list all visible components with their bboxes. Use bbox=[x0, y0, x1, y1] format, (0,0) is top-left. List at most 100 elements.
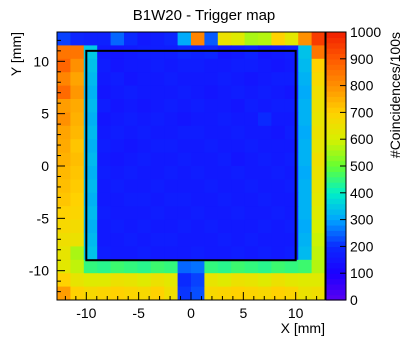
heatmap-cell bbox=[110, 179, 125, 194]
z-tick-label: 800 bbox=[350, 78, 374, 94]
heatmap-cell bbox=[124, 45, 138, 60]
heatmap-cell bbox=[231, 246, 246, 261]
heatmap-cell bbox=[231, 32, 246, 46]
heatmap-cell bbox=[137, 273, 152, 288]
heatmap-cell bbox=[258, 58, 272, 73]
heatmap-cell bbox=[57, 246, 71, 261]
heatmap-cell bbox=[70, 273, 85, 288]
heatmap-cell bbox=[164, 45, 179, 60]
heatmap-cell bbox=[137, 219, 152, 234]
heatmap-cell bbox=[124, 259, 138, 274]
heatmap-cell bbox=[124, 166, 138, 180]
color-scale-step bbox=[326, 198, 346, 205]
heatmap-cell bbox=[177, 166, 192, 180]
heatmap-cell bbox=[298, 246, 313, 261]
heatmap-cell bbox=[311, 166, 326, 180]
heatmap-cell bbox=[70, 99, 85, 113]
x-axis: -10 -5 0 5 10 bbox=[64, 292, 318, 321]
heatmap-cell bbox=[311, 152, 326, 167]
heatmap-cell bbox=[57, 259, 71, 274]
heatmap-cell bbox=[70, 32, 85, 46]
color-scale-step bbox=[326, 203, 346, 210]
heatmap-cell bbox=[204, 286, 219, 301]
heatmap-cell bbox=[298, 192, 313, 207]
heatmap-cell bbox=[258, 206, 272, 221]
heatmap-cell bbox=[97, 206, 112, 221]
heatmap-cell bbox=[110, 233, 125, 247]
heatmap-cell bbox=[298, 166, 313, 180]
color-scale-step bbox=[326, 53, 346, 60]
heatmap-cell bbox=[97, 112, 112, 127]
color-scale-step bbox=[326, 149, 346, 156]
heatmap-cell bbox=[150, 233, 165, 247]
y-axis-label: Y [mm] bbox=[8, 32, 24, 76]
heatmap-cell bbox=[271, 259, 286, 274]
heatmap-cell bbox=[110, 219, 125, 234]
heatmap-cell bbox=[191, 139, 205, 154]
heatmap-cell bbox=[284, 259, 299, 274]
color-scale-step bbox=[326, 128, 346, 135]
heatmap-cell bbox=[217, 112, 232, 127]
color-scale-step bbox=[326, 90, 346, 97]
heatmap-cell bbox=[244, 273, 259, 288]
heatmap-cell bbox=[258, 32, 272, 46]
heatmap-cell bbox=[150, 192, 165, 207]
heatmap-cell bbox=[271, 192, 286, 207]
heatmap-cell bbox=[70, 45, 85, 60]
heatmap-cell bbox=[70, 139, 85, 154]
heatmap-cell bbox=[191, 206, 205, 221]
heatmap-cell bbox=[124, 246, 138, 261]
heatmap-cell bbox=[191, 219, 205, 234]
heatmap-cell bbox=[164, 219, 179, 234]
heatmap-cell bbox=[57, 125, 71, 140]
color-scale-step bbox=[326, 74, 346, 81]
heatmap-cell bbox=[271, 45, 286, 60]
heatmap-cell bbox=[110, 273, 125, 288]
heatmap-cell bbox=[244, 72, 259, 87]
heatmap-cell bbox=[244, 139, 259, 154]
heatmap-cell bbox=[110, 99, 125, 113]
heatmap-cell bbox=[110, 125, 125, 140]
heatmap-cell bbox=[217, 58, 232, 73]
heatmap-cell bbox=[244, 45, 259, 60]
heatmap-cell bbox=[191, 152, 205, 167]
color-scale-step bbox=[326, 192, 346, 199]
heatmap-cell bbox=[164, 273, 179, 288]
z-axis-label: #Coincidences/100s bbox=[387, 32, 403, 158]
heatmap-cell bbox=[231, 112, 246, 127]
heatmap-cell bbox=[137, 206, 152, 221]
detector-outline bbox=[85, 49, 297, 262]
heatmap-cell bbox=[191, 246, 205, 261]
heatmap-cell bbox=[164, 58, 179, 73]
heatmap-cell bbox=[271, 72, 286, 87]
heatmap-cell bbox=[164, 246, 179, 261]
heatmap-cell bbox=[231, 85, 246, 100]
heatmap-cell bbox=[83, 286, 98, 301]
heatmap-cell bbox=[164, 112, 179, 127]
heatmap-cell bbox=[70, 72, 85, 87]
heatmap-cell bbox=[271, 112, 286, 127]
heatmap-cell bbox=[124, 273, 138, 288]
heatmap-cell bbox=[311, 233, 326, 247]
heatmap-cell bbox=[191, 72, 205, 87]
color-scale-step bbox=[326, 262, 346, 269]
color-scale-step bbox=[326, 246, 346, 253]
heatmap-cell bbox=[217, 45, 232, 60]
heatmap-cell bbox=[164, 85, 179, 100]
color-scale-step bbox=[326, 257, 346, 264]
heatmap-cell bbox=[271, 273, 286, 288]
heatmap-cell bbox=[244, 112, 259, 127]
heatmap-cell bbox=[164, 166, 179, 180]
heatmap-cell bbox=[231, 166, 246, 180]
heatmap-cell bbox=[57, 286, 71, 301]
heatmap-cell bbox=[164, 99, 179, 113]
heatmap-cell bbox=[97, 273, 112, 288]
y-tick-label: 5 bbox=[41, 106, 49, 122]
heatmap-cell bbox=[204, 192, 219, 207]
heatmap-cell bbox=[244, 32, 259, 46]
heatmap-cell bbox=[177, 139, 192, 154]
color-scale-step bbox=[326, 166, 346, 172]
heatmap-cell bbox=[217, 219, 232, 234]
heatmap-cell bbox=[97, 166, 112, 180]
heatmap-cell bbox=[298, 219, 313, 234]
